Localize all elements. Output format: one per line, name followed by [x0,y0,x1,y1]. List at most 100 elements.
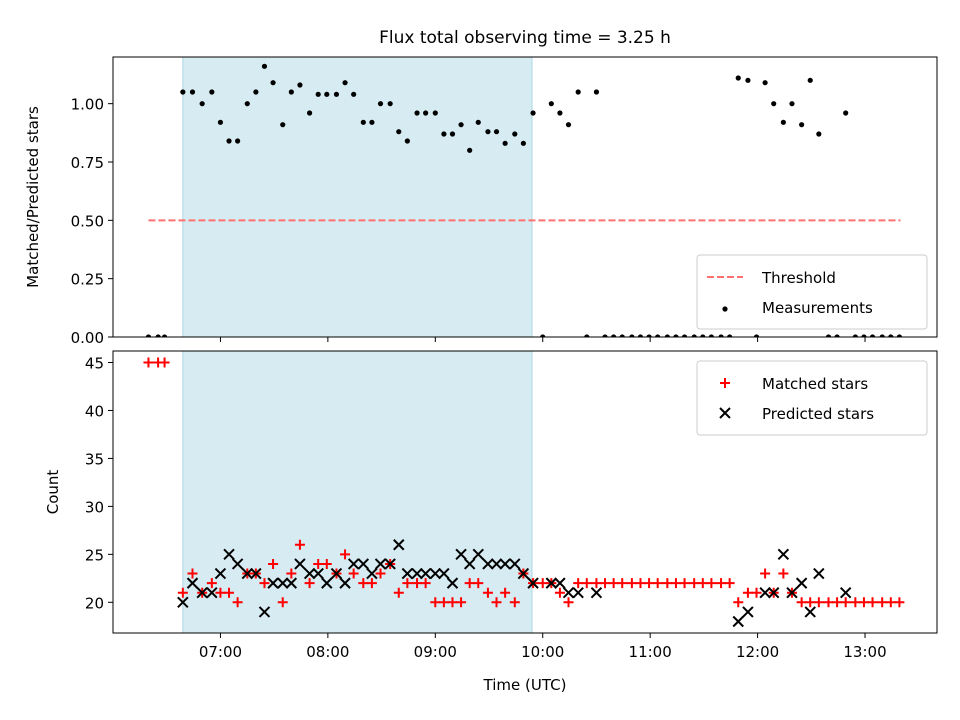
measurement-point [458,122,464,128]
matched-stars-point [563,597,574,608]
measurement-point [816,131,822,137]
measurement-point [888,334,894,337]
y-axis-label: Matched/Predicted stars [24,106,42,288]
predicted-stars-point [472,548,484,561]
measurement-point [244,101,250,107]
measurement-point [377,101,384,107]
matched-stars-point [581,578,592,589]
measurement-point [727,334,733,337]
predicted-stars-point [347,558,360,570]
predicted-stars-point [786,587,798,599]
matched-stars-point [652,578,663,589]
matched-stars-point [393,587,404,598]
measurement-point [512,131,518,137]
measurement-point [619,334,625,337]
matched-stars-point [591,578,602,589]
predicted-stars-point [509,558,521,570]
measurement-point [502,140,508,146]
matched-stars-point [177,587,188,598]
predicted-stars-point [759,587,771,599]
matched-stars-point [751,587,762,598]
measurement-point [664,334,670,337]
measurement-point [655,334,661,337]
matched-stars-point [805,597,816,608]
matched-stars-point [644,578,655,589]
measurement-point [602,334,608,337]
matched-stars-point [554,587,565,598]
measurement-point [708,334,714,337]
predicted-stars-point [241,567,253,580]
predicted-stars-point [590,587,603,599]
matched-stars-point [600,578,611,589]
measurement-point [520,140,526,146]
predicted-stars-point [732,615,744,628]
measurement-point [199,101,205,107]
predicted-stars-point [545,577,558,589]
legend-label: Threshold [761,269,836,287]
matched-stars-point [813,597,824,608]
matched-stars-point [321,558,332,569]
measurement-point [360,119,366,125]
predicted-stars-point [186,577,199,589]
measurement-point [253,89,259,95]
measurement-point [217,119,224,125]
measurement-point [673,334,679,337]
predicted-stars-point [554,577,566,589]
measurement-point [799,122,805,128]
measurement-point [700,334,706,337]
matched-stars-point [464,578,475,589]
measurement-point [209,89,215,95]
measurement-point [493,129,500,135]
measurement-point [548,101,554,107]
plot-content [143,357,905,628]
matched-stars-point [224,587,235,598]
x-tick-label: 09:00 [414,643,457,661]
y-tick-label: 0.75 [71,154,104,172]
measurement-point [387,101,393,107]
predicted-stars-point [463,558,476,570]
observing-window-shade [182,56,533,338]
matched-stars-point [823,597,834,608]
panel-ratio: 0.00 0.25 0.50 0.75 1.00 Matched/Predicted st… [24,56,938,347]
measurement-point [342,80,348,86]
y-tick-label: 0.50 [71,212,104,230]
matched-stars-point [358,578,369,589]
legend-matched-swatch [720,378,730,388]
measurement-point [226,138,232,144]
measurement-point [807,77,813,83]
matched-stars-point [143,357,154,368]
predicted-stars-point [411,567,423,580]
y-tick-label: 1.00 [71,96,104,114]
measurement-point [396,129,402,135]
measurement-point [771,101,777,107]
plot-frame [112,350,938,634]
predicted-stars-point [177,596,189,609]
predicted-stars-point [429,567,442,580]
predicted-stars-point [813,567,825,580]
measurement-point [557,110,563,116]
measurement-point [235,138,241,144]
matched-stars-point [697,578,708,589]
measurement-point [530,110,536,116]
measurement-point [637,334,644,337]
legend: Matched stars Predicted stars [696,360,928,436]
x-tick-label: 11:00 [629,643,672,661]
y-tick-label: 30 [85,498,104,516]
plot-frame [112,56,938,338]
predicted-stars-point [482,558,494,570]
measurement-point [896,334,902,337]
measurement-point [611,334,617,337]
measurement-point [369,119,375,125]
measurement-point [315,91,321,97]
matched-stars-point [670,578,681,589]
matched-stars-point [573,578,584,589]
measurement-point [861,334,867,337]
matched-stars-point [430,597,441,608]
predicted-stars-point [223,548,235,561]
legend: Threshold Measurements [696,254,928,330]
matched-stars-point [742,587,753,598]
matched-stars-point [232,597,243,608]
measurement-point [485,129,491,135]
measurement-point [593,89,600,95]
